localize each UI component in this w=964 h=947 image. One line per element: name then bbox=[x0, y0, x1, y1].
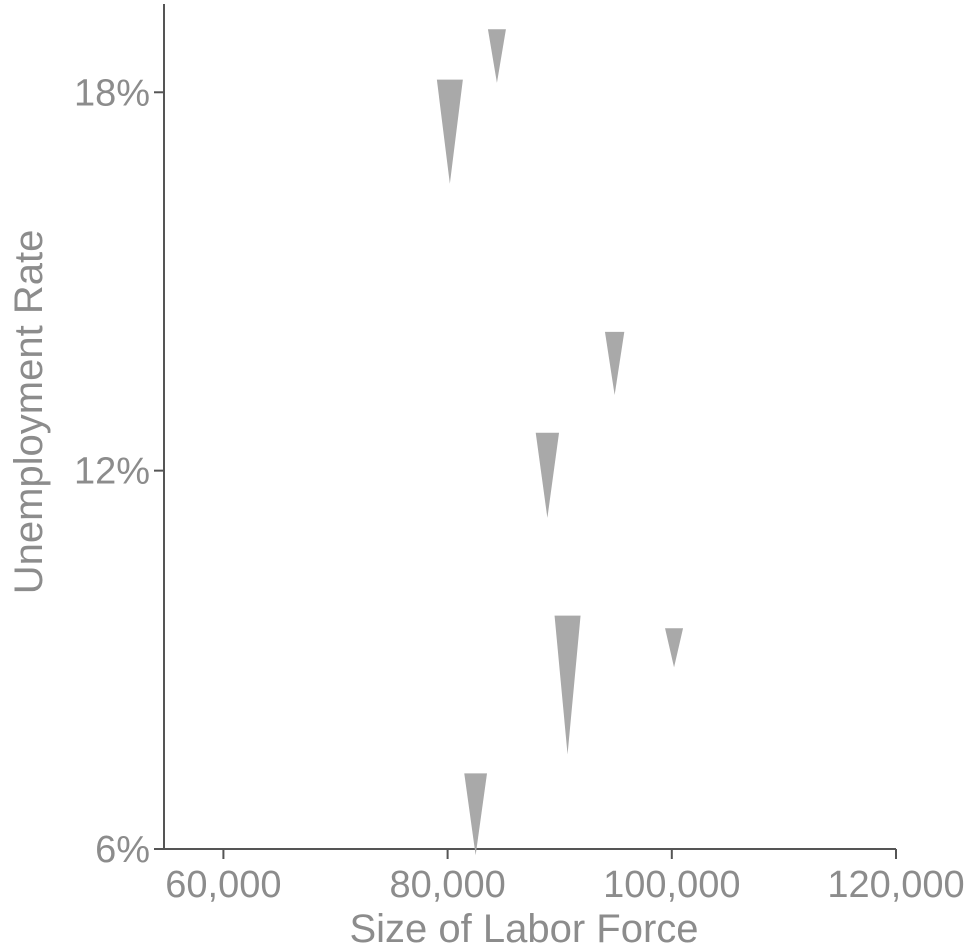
data-point bbox=[665, 628, 684, 668]
x-tick-label: 80,000 bbox=[389, 864, 505, 906]
data-points bbox=[436, 29, 684, 856]
x-axis-title: Size of Labor Force bbox=[349, 907, 698, 947]
data-point bbox=[436, 79, 463, 184]
data-point bbox=[464, 773, 488, 856]
x-axis: 60,000 80,000 100,000 120,000 bbox=[164, 848, 964, 906]
data-point bbox=[487, 29, 506, 83]
x-tick-label: 120,000 bbox=[827, 864, 964, 906]
data-point bbox=[554, 615, 581, 755]
data-point bbox=[535, 432, 560, 518]
y-tick-label: 6% bbox=[95, 829, 150, 871]
y-axis-title: Unemployment Rate bbox=[7, 230, 51, 595]
x-tick-label: 60,000 bbox=[165, 864, 281, 906]
y-tick-label: 18% bbox=[74, 72, 150, 114]
x-tick-label: 100,000 bbox=[603, 864, 740, 906]
data-point bbox=[604, 331, 625, 395]
y-tick-label: 12% bbox=[74, 451, 150, 493]
y-axis: 6% 12% 18% bbox=[74, 4, 165, 871]
